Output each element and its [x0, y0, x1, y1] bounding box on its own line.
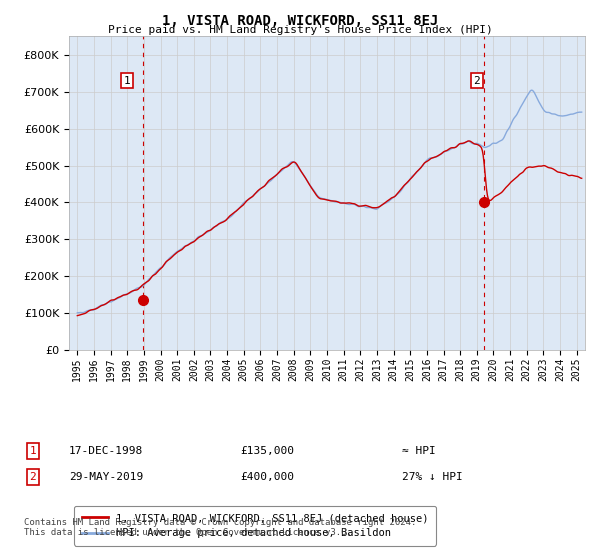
Text: Price paid vs. HM Land Registry's House Price Index (HPI): Price paid vs. HM Land Registry's House …: [107, 25, 493, 35]
Text: 2: 2: [473, 76, 480, 86]
Text: 27% ↓ HPI: 27% ↓ HPI: [402, 472, 463, 482]
Text: 17-DEC-1998: 17-DEC-1998: [69, 446, 143, 456]
Text: 1: 1: [124, 76, 131, 86]
Text: Contains HM Land Registry data © Crown copyright and database right 2024.
This d: Contains HM Land Registry data © Crown c…: [24, 518, 416, 538]
Legend: 1, VISTA ROAD, WICKFORD, SS11 8EJ (detached house), HPI: Average price, detached: 1, VISTA ROAD, WICKFORD, SS11 8EJ (detac…: [74, 506, 436, 545]
Text: 1: 1: [29, 446, 37, 456]
Text: ≈ HPI: ≈ HPI: [402, 446, 436, 456]
Text: 2: 2: [29, 472, 37, 482]
Text: £400,000: £400,000: [240, 472, 294, 482]
Text: £135,000: £135,000: [240, 446, 294, 456]
Text: 29-MAY-2019: 29-MAY-2019: [69, 472, 143, 482]
Text: 1, VISTA ROAD, WICKFORD, SS11 8EJ: 1, VISTA ROAD, WICKFORD, SS11 8EJ: [162, 14, 438, 28]
